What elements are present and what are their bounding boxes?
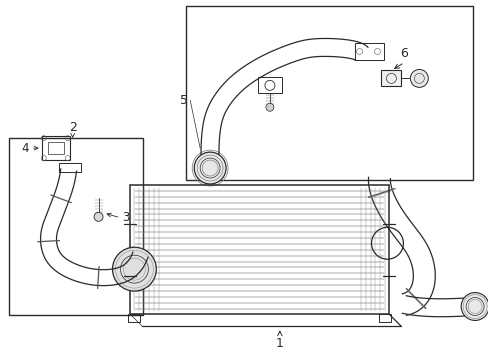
Circle shape <box>94 212 103 221</box>
Bar <box>130 185 388 315</box>
Bar <box>9 138 143 315</box>
Text: 4: 4 <box>21 141 29 155</box>
Bar <box>41 136 69 160</box>
Bar <box>381 71 401 86</box>
Bar <box>128 315 140 323</box>
Text: 1: 1 <box>275 337 283 350</box>
Bar <box>354 42 384 60</box>
Bar <box>186 6 472 180</box>
Circle shape <box>409 69 427 87</box>
Text: 2: 2 <box>69 121 77 134</box>
Text: 5: 5 <box>180 94 188 107</box>
Bar <box>48 142 63 154</box>
Bar <box>379 315 390 323</box>
Bar <box>59 163 81 172</box>
Text: 3: 3 <box>122 211 130 224</box>
Circle shape <box>460 293 488 320</box>
Text: 6: 6 <box>400 48 407 60</box>
Circle shape <box>112 247 156 291</box>
Circle shape <box>194 152 225 184</box>
Circle shape <box>265 103 273 111</box>
Bar <box>258 77 281 93</box>
